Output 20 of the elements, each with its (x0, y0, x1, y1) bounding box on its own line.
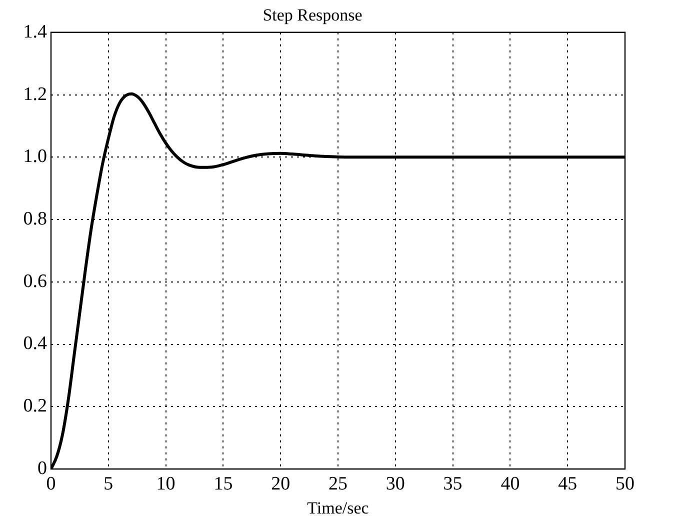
y-tick-label: 0.2 (23, 396, 47, 417)
y-tick-label: 1.0 (23, 146, 47, 168)
chart-title: Step Response (262, 6, 362, 25)
y-tick-label: 0.6 (23, 270, 47, 292)
y-tick-label: 1.2 (23, 84, 47, 105)
x-tick-label: 20 (271, 473, 290, 494)
y-tick-label: 0.8 (23, 208, 47, 230)
x-tick-label: 10 (156, 473, 176, 494)
y-tick-label: 1.4 (23, 21, 48, 42)
y-tick-label: 0.4 (23, 333, 48, 354)
x-tick-label: 25 (328, 473, 348, 494)
y-tick-label: 0 (38, 458, 47, 479)
x-tick-label: 45 (558, 473, 578, 494)
x-axis-title: Time/sec (307, 498, 370, 518)
x-tick-label: 50 (616, 473, 634, 494)
x-tick-label: 35 (443, 473, 462, 494)
x-tick-label: 15 (214, 473, 233, 494)
x-tick-label: 5 (104, 473, 114, 494)
x-tick-label: 30 (386, 473, 405, 494)
x-tick-label: 40 (500, 473, 520, 494)
